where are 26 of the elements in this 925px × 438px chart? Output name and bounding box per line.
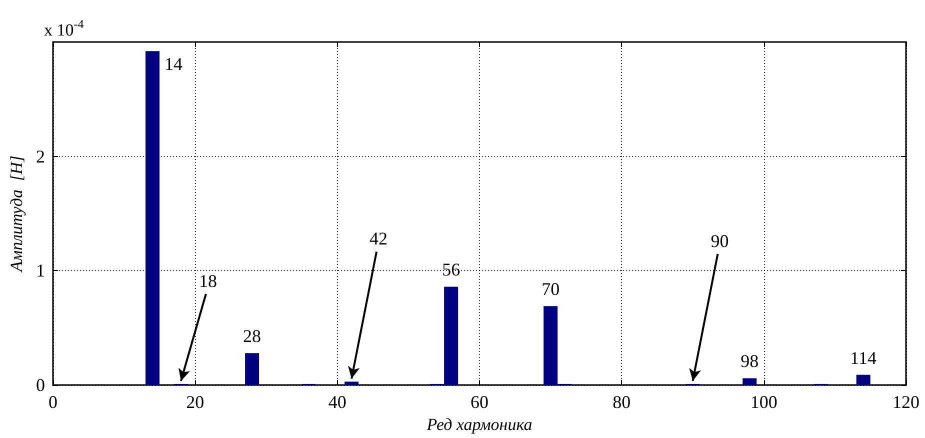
- y-tick-label: 0: [36, 375, 45, 396]
- bar: [245, 353, 260, 386]
- annotation: 114: [850, 348, 877, 368]
- x-tick-label: 0: [48, 392, 58, 412]
- bar: [146, 51, 160, 386]
- x-tick-label: 100: [750, 392, 778, 412]
- bar: [856, 374, 870, 386]
- annotation: 28: [243, 326, 262, 346]
- y-tick-label: 1: [36, 260, 45, 281]
- bar: [344, 382, 359, 386]
- bar: [742, 378, 757, 386]
- y-axis-title: Амплитуда [H]: [7, 155, 26, 273]
- annotation: 14: [164, 54, 183, 74]
- annotation: 56: [442, 260, 460, 280]
- y-tick-label: 2: [36, 146, 45, 166]
- annotation: 90: [710, 230, 729, 251]
- annotation: 42: [370, 228, 388, 249]
- x-tick-label: 20: [186, 392, 204, 412]
- x-tick-label: 40: [328, 392, 346, 412]
- x-tick-label: 80: [612, 392, 631, 412]
- annotation: 98: [740, 351, 759, 372]
- x-tick-label: 120: [892, 392, 920, 412]
- x-tick-label: 60: [470, 392, 488, 412]
- annotation: 18: [198, 270, 217, 291]
- x-axis-title: Ред хармоника: [426, 415, 532, 434]
- annotation: 70: [542, 279, 560, 300]
